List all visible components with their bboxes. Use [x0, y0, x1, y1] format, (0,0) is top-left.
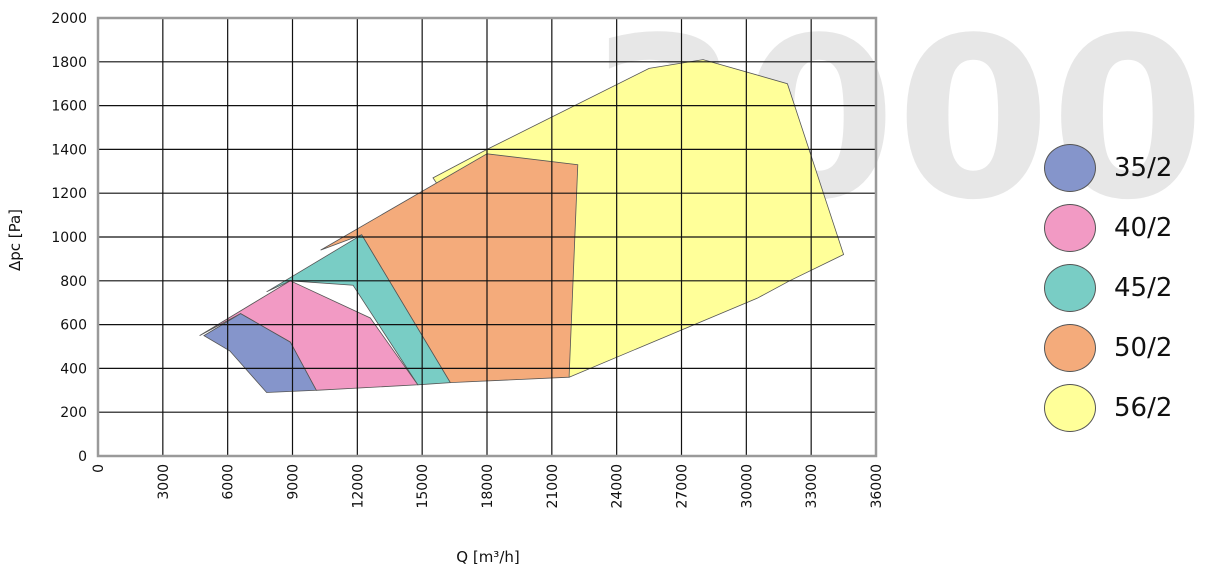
area-35-2: [203, 313, 317, 393]
x-tick-label: 0: [91, 464, 107, 473]
x-tick-label: 36000: [869, 464, 885, 509]
x-tick-label: 12000: [350, 464, 366, 509]
y-tick-label: 1600: [51, 99, 87, 115]
legend-item: 56/2: [1044, 378, 1172, 438]
legend-label: 40/2: [1114, 213, 1173, 243]
y-tick-label: 1000: [51, 230, 87, 246]
x-tick-label: 6000: [221, 464, 237, 500]
x-tick-label: 30000: [739, 464, 755, 509]
y-tick-label: 200: [60, 405, 87, 421]
legend-swatch: [1044, 264, 1096, 312]
legend-item: 50/2: [1044, 318, 1172, 378]
x-tick-label: 24000: [610, 464, 626, 509]
legend-label: 45/2: [1114, 273, 1173, 303]
x-tick-label: 3000: [156, 464, 172, 500]
legend-label: 56/2: [1114, 393, 1173, 423]
area-polygons: [199, 59, 845, 393]
legend: 35/2 40/2 45/2 50/2 56/2: [1044, 138, 1172, 438]
x-tick-label: 18000: [480, 464, 496, 509]
y-tick-label: 1800: [51, 55, 87, 71]
legend-item: 40/2: [1044, 198, 1172, 258]
legend-item: 45/2: [1044, 258, 1172, 318]
x-tick-label: 27000: [675, 464, 691, 509]
legend-label: 50/2: [1114, 333, 1173, 363]
plot-frame: [96, 16, 878, 458]
y-tick-label: 600: [60, 318, 87, 334]
legend-label: 35/2: [1114, 153, 1173, 183]
y-axis-label: Δpc [Pa]: [6, 209, 24, 271]
y-tick-label: 800: [60, 274, 87, 290]
x-tick-label: 33000: [804, 464, 820, 509]
legend-swatch: [1044, 384, 1096, 432]
x-tick-labels: 0 3000 6000 9000 12000 15000 18000 21000 24000 27…: [91, 464, 885, 509]
legend-swatch: [1044, 204, 1096, 252]
x-tick-label: 9000: [286, 464, 302, 500]
y-tick-label: 2000: [51, 11, 87, 27]
x-axis-label: Q [m³/h]: [456, 548, 519, 566]
legend-swatch: [1044, 324, 1096, 372]
legend-item: 35/2: [1044, 138, 1172, 198]
y-tick-label: 1200: [51, 186, 87, 202]
x-tick-label: 21000: [545, 464, 561, 509]
grid-lines: [96, 16, 878, 458]
legend-swatch: [1044, 144, 1096, 192]
y-tick-labels: 0 200 400 600 800 1000 1200 1400 1600 1800 2000: [51, 11, 87, 465]
y-tick-label: 400: [60, 361, 87, 377]
y-tick-label: 0: [78, 449, 87, 465]
y-tick-label: 1400: [51, 142, 87, 158]
x-tick-label: 15000: [415, 464, 431, 509]
